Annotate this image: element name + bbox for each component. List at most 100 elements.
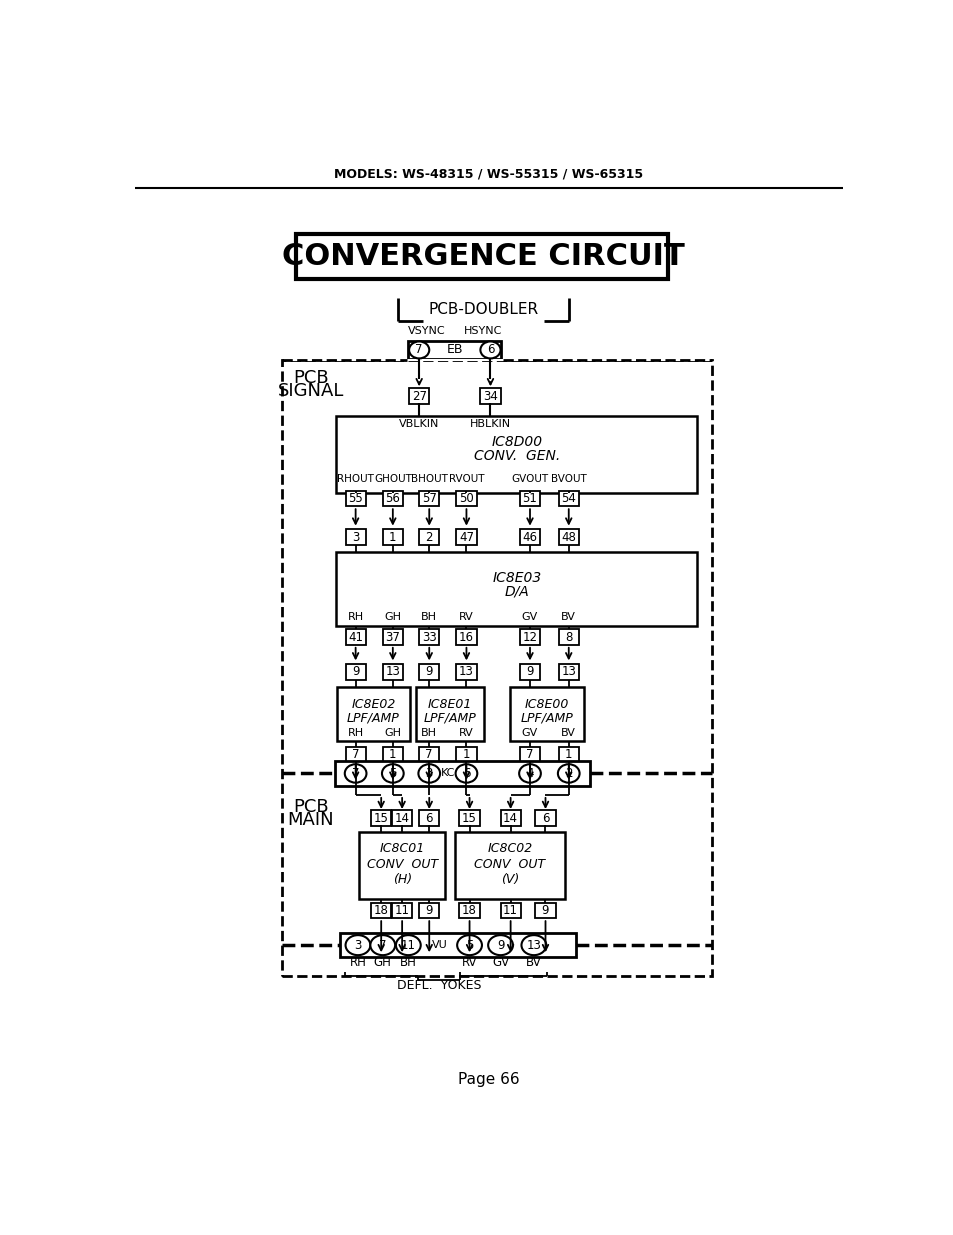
Text: 46: 46 bbox=[522, 531, 537, 543]
Text: CONV  OUT: CONV OUT bbox=[474, 858, 545, 871]
Text: 54: 54 bbox=[560, 492, 576, 505]
Text: 15: 15 bbox=[461, 811, 476, 825]
Text: 14: 14 bbox=[502, 811, 517, 825]
Text: GV: GV bbox=[492, 956, 509, 969]
Bar bbox=[500, 903, 520, 918]
Text: IC8E03: IC8E03 bbox=[492, 571, 541, 585]
Text: 50: 50 bbox=[458, 492, 474, 505]
Ellipse shape bbox=[395, 935, 420, 955]
Text: 1: 1 bbox=[389, 748, 396, 762]
Ellipse shape bbox=[456, 935, 481, 955]
Text: VSYNC: VSYNC bbox=[408, 326, 445, 336]
Text: BV: BV bbox=[560, 727, 576, 737]
Ellipse shape bbox=[480, 341, 500, 358]
Bar bbox=[558, 747, 578, 763]
Text: BH: BH bbox=[399, 956, 416, 969]
Text: GV: GV bbox=[521, 613, 537, 622]
Ellipse shape bbox=[558, 764, 579, 783]
Text: VU: VU bbox=[431, 940, 447, 950]
Text: 9: 9 bbox=[526, 666, 533, 678]
Text: 5: 5 bbox=[389, 767, 396, 781]
Text: IC8C02: IC8C02 bbox=[487, 842, 532, 856]
Text: 6: 6 bbox=[425, 811, 433, 825]
Bar bbox=[283, 359, 710, 361]
Text: 8: 8 bbox=[564, 631, 572, 643]
Text: Page 66: Page 66 bbox=[457, 1072, 519, 1087]
Bar bbox=[535, 810, 555, 826]
Text: BV: BV bbox=[525, 956, 541, 969]
Text: 9: 9 bbox=[497, 939, 504, 952]
Text: LPF/AMP: LPF/AMP bbox=[347, 711, 399, 725]
Bar bbox=[345, 530, 365, 545]
Text: 3: 3 bbox=[352, 531, 359, 543]
Text: GV: GV bbox=[521, 727, 537, 737]
Text: 7: 7 bbox=[352, 767, 359, 781]
Ellipse shape bbox=[418, 764, 439, 783]
Text: RHOUT: RHOUT bbox=[336, 474, 374, 484]
Text: 13: 13 bbox=[458, 666, 474, 678]
Text: 6: 6 bbox=[462, 767, 470, 781]
Text: 1: 1 bbox=[564, 748, 572, 762]
Text: 6: 6 bbox=[541, 811, 549, 825]
Text: RVOUT: RVOUT bbox=[448, 474, 484, 484]
Bar bbox=[519, 747, 539, 763]
Text: 13: 13 bbox=[560, 666, 576, 678]
Text: 33: 33 bbox=[421, 631, 436, 643]
Bar bbox=[345, 747, 365, 763]
Bar bbox=[455, 832, 564, 899]
Text: IC8C01: IC8C01 bbox=[379, 842, 424, 856]
Text: 3: 3 bbox=[425, 767, 433, 781]
Ellipse shape bbox=[456, 764, 476, 783]
Text: RV: RV bbox=[458, 613, 474, 622]
Bar bbox=[456, 747, 476, 763]
Text: 11: 11 bbox=[400, 939, 416, 952]
Text: 57: 57 bbox=[421, 492, 436, 505]
Text: MAIN: MAIN bbox=[287, 811, 334, 830]
Text: 7: 7 bbox=[415, 343, 422, 357]
Ellipse shape bbox=[345, 935, 370, 955]
Text: LPF/AMP: LPF/AMP bbox=[423, 711, 476, 725]
Bar bbox=[519, 664, 539, 679]
Text: PCB: PCB bbox=[293, 369, 328, 387]
Bar bbox=[418, 810, 439, 826]
Bar bbox=[382, 630, 402, 645]
Bar bbox=[459, 810, 479, 826]
Text: 11: 11 bbox=[395, 904, 409, 918]
Text: BV: BV bbox=[560, 613, 576, 622]
Text: (V): (V) bbox=[500, 873, 518, 887]
Bar bbox=[456, 630, 476, 645]
Text: 14: 14 bbox=[395, 811, 409, 825]
Bar bbox=[558, 630, 578, 645]
Bar bbox=[480, 389, 500, 404]
Text: SIGNAL: SIGNAL bbox=[277, 382, 343, 400]
Bar bbox=[382, 747, 402, 763]
Text: 9: 9 bbox=[425, 666, 433, 678]
Bar bbox=[295, 235, 667, 279]
Ellipse shape bbox=[488, 935, 513, 955]
Bar bbox=[416, 687, 483, 741]
Text: GHOUT: GHOUT bbox=[374, 474, 412, 484]
Ellipse shape bbox=[409, 341, 429, 358]
Text: 7: 7 bbox=[425, 748, 433, 762]
Bar bbox=[408, 341, 500, 359]
Text: 56: 56 bbox=[385, 492, 400, 505]
Bar bbox=[345, 490, 365, 506]
Bar bbox=[456, 664, 476, 679]
Text: IC8E02: IC8E02 bbox=[351, 698, 395, 710]
Text: 7: 7 bbox=[526, 748, 533, 762]
Text: DEFL.  YOKES: DEFL. YOKES bbox=[396, 979, 481, 993]
Bar bbox=[335, 416, 696, 493]
Text: GVOUT: GVOUT bbox=[511, 474, 548, 484]
Text: KC: KC bbox=[440, 768, 455, 778]
Text: BHOUT: BHOUT bbox=[411, 474, 447, 484]
Bar bbox=[418, 747, 439, 763]
Bar bbox=[359, 832, 444, 899]
Text: GH: GH bbox=[384, 613, 401, 622]
Ellipse shape bbox=[344, 764, 366, 783]
Text: HBLKIN: HBLKIN bbox=[470, 419, 511, 429]
Ellipse shape bbox=[518, 764, 540, 783]
Bar bbox=[345, 664, 365, 679]
Bar bbox=[558, 664, 578, 679]
Bar bbox=[418, 903, 439, 918]
Text: CONV  OUT: CONV OUT bbox=[366, 858, 437, 871]
